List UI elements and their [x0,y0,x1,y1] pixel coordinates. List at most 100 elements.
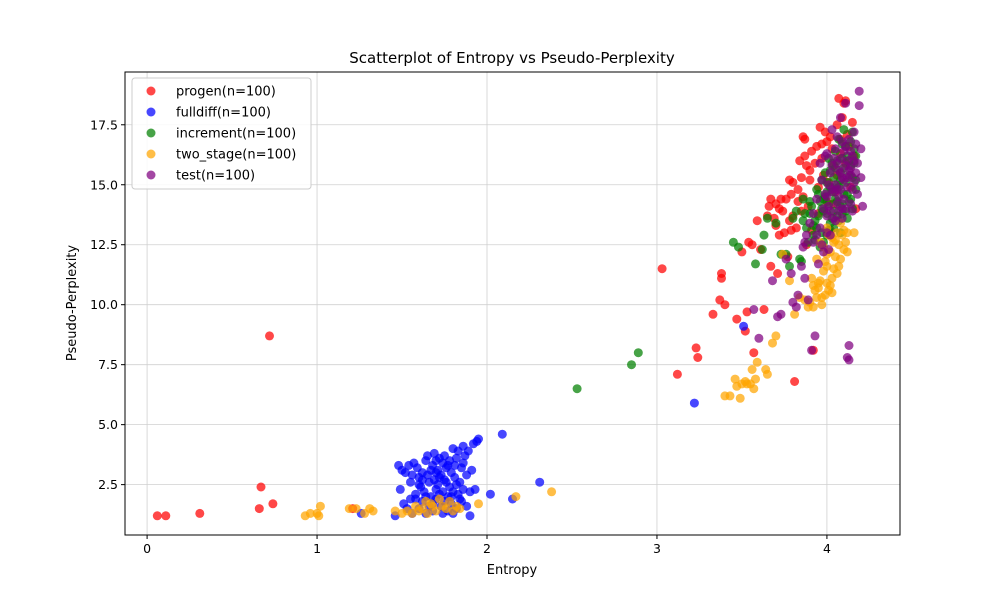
data-point [813,259,823,269]
data-point [800,237,810,247]
data-point [832,269,842,278]
legend: progen(n=100) fulldiff(n=100) increment(n=… [131,77,312,190]
data-point [254,504,264,514]
data-point [834,261,844,271]
data-point [434,494,444,504]
data-point [693,353,703,362]
data-point [720,300,730,310]
data-point [837,204,847,214]
data-point [847,117,857,127]
data-point [803,295,813,305]
data-point [841,237,851,247]
data-point [847,185,857,194]
data-point [817,175,827,185]
data-point [837,213,847,223]
data-point [762,369,772,379]
data-point [497,429,507,439]
data-point [839,125,849,135]
data-point [805,218,815,228]
data-point [812,230,822,240]
data-point [815,223,825,233]
data-point [406,477,415,487]
y-tick-label: 7.5 [98,357,118,372]
data-point [407,470,417,480]
y-tick-label: 15.0 [90,177,118,192]
data-point [771,331,781,341]
data-point [689,398,699,408]
data-point [800,209,810,218]
data-point [847,206,857,216]
data-point [470,484,480,494]
data-point [747,365,757,374]
data-point [790,377,800,386]
data-point [786,269,796,278]
data-point [443,460,453,470]
data-point [195,508,205,518]
data-point [511,492,521,502]
data-point [836,113,845,123]
data-point [842,156,852,166]
data-point [535,477,545,487]
data-point [858,201,868,211]
data-point [732,314,742,324]
data-point [844,341,854,350]
data-point [455,504,465,514]
legend-marker [146,86,156,96]
data-point [747,240,757,250]
data-point [305,508,315,518]
data-point [759,305,769,314]
data-point [465,511,475,521]
data-point [842,247,852,257]
data-point [812,194,822,204]
data-point [820,257,830,266]
data-point [633,348,643,358]
data-point [849,156,859,166]
data-point [451,480,461,490]
data-point [776,309,786,319]
data-point [751,374,760,384]
data-point [849,228,859,238]
data-point [805,175,815,185]
data-point [786,189,796,199]
data-point [846,163,856,173]
data-point [657,264,667,274]
data-point [791,302,801,312]
data-point [485,489,495,499]
x-axis-label: Entropy [487,563,538,578]
data-point [793,290,803,300]
x-tick-label: 4 [823,541,831,556]
data-point [796,173,806,183]
data-point [458,458,468,468]
data-point [762,213,772,223]
data-point [450,460,460,470]
data-point [807,273,817,283]
data-point [817,300,827,310]
data-point [803,302,813,312]
data-point [808,209,818,218]
data-point [344,504,354,514]
data-point [856,144,866,154]
data-point [825,281,835,290]
legend-marker [146,170,156,180]
y-tick-label: 2.5 [98,477,118,492]
data-point [423,508,432,518]
series-4 [749,86,868,365]
data-point [800,273,810,283]
data-point [785,261,794,271]
data-point [844,134,854,144]
y-tick-label: 12.5 [90,237,118,252]
grid [125,72,900,535]
data-point [764,201,774,211]
data-point [691,343,701,353]
data-point [824,245,834,254]
data-point [547,487,557,497]
axis-ticks: 0 1 2 3 4 2.5 5.0 7.5 10.0 12.5 15.0 17.5 [90,117,831,556]
data-point [805,165,815,175]
data-point [725,391,735,401]
data-point [749,384,759,394]
data-point [805,197,815,206]
data-point [778,206,788,216]
x-tick-label: 3 [653,541,661,556]
x-tick-label: 1 [313,541,321,556]
data-point [766,261,776,271]
